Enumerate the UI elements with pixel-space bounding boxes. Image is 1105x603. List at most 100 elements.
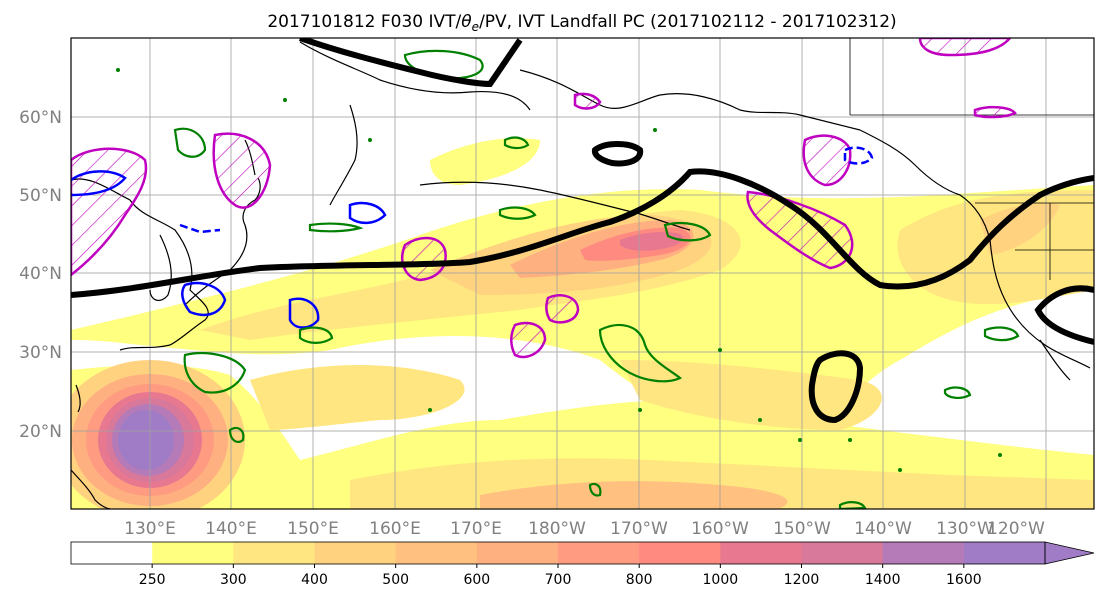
- thetae-12: [228, 426, 245, 444]
- coast-baja: [1039, 339, 1071, 381]
- pv-gulf-1: [746, 190, 854, 270]
- coast-aleutians: [419, 181, 691, 231]
- pc-loop-east: [1034, 285, 1094, 345]
- pv-west-1: [71, 147, 148, 277]
- colorbar-tick-label: 1600: [946, 572, 982, 588]
- pc-loop-north: [591, 141, 644, 167]
- lat-label: 40°N: [19, 264, 62, 284]
- coast-kamchatka: [329, 104, 358, 206]
- thetae-8: [298, 326, 334, 344]
- pc-loop-south: [808, 350, 864, 424]
- lon-label: 160°E: [369, 519, 421, 539]
- map-title: 2017101812 F030 IVT/θe/PV, IVT Landfall …: [267, 12, 896, 34]
- ivt-north-streak: [430, 138, 540, 185]
- map-panel: [71, 38, 1094, 509]
- coast-canada-west: [859, 129, 991, 241]
- political-borders: [849, 38, 1094, 280]
- coast-taiwan: [75, 384, 81, 413]
- thetae-14: [588, 482, 602, 497]
- pv-north-1: [573, 92, 602, 110]
- colorbar-cell: [476, 542, 559, 564]
- pc-north-arc: [299, 38, 523, 88]
- colorbar-cell: [395, 542, 478, 564]
- thetae-9: [983, 326, 1020, 342]
- colorbar-cell: [71, 542, 153, 564]
- pv-west-2: [212, 132, 272, 209]
- pv-neg-2: [181, 281, 227, 317]
- thetae-2: [173, 127, 207, 158]
- coast-philippines: [71, 469, 111, 509]
- colorbar-extend-arrow: [1044, 541, 1095, 565]
- colorbar-cell: [558, 542, 640, 564]
- colorbar-tick-label: 1000: [703, 572, 739, 588]
- colorbar-cell: [801, 542, 884, 564]
- ivt-east-coast-2: [980, 203, 1060, 255]
- pv-neg-5: [179, 223, 221, 234]
- map-frame: [70, 37, 1095, 510]
- coast-korea: [149, 234, 172, 302]
- pv-neg-1: [71, 170, 127, 197]
- colorbar-tick-label: 600: [463, 572, 490, 588]
- pv-negative-contours: [71, 146, 874, 329]
- lon-label: 130°E: [124, 519, 176, 539]
- lat-label: 50°N: [19, 186, 62, 206]
- colorbar: 250 300 400 500 600 700 800 1000 1200 1400 1600: [70, 541, 1095, 588]
- colorbar-tick-label: 300: [220, 572, 247, 588]
- pc-main-line: [71, 168, 1094, 298]
- colorbar-tick-label: 700: [545, 572, 572, 588]
- colorbar-cell: [314, 542, 397, 564]
- colorbar-tick-label: 800: [626, 572, 653, 588]
- lon-label: 170°W: [610, 519, 668, 539]
- thetae-11: [503, 136, 530, 150]
- colorbar-cell: [639, 542, 721, 564]
- coast-usa-west: [989, 239, 1091, 369]
- colorbar-cells: [71, 542, 1046, 564]
- lon-label: 120°W: [987, 519, 1045, 539]
- pv-central-1: [401, 236, 447, 282]
- colorbar-tick-label: 250: [139, 572, 166, 588]
- thetae-4: [598, 323, 683, 383]
- colorbar-tick-label: 1400: [865, 572, 901, 588]
- coastlines: [71, 41, 1091, 509]
- thetae-6: [498, 206, 537, 220]
- thetae-5: [663, 221, 712, 242]
- pv-central-2: [545, 294, 580, 324]
- lon-label: 150°E: [287, 519, 339, 539]
- pv-north-3: [973, 105, 1017, 119]
- pv-contours: [71, 38, 1017, 359]
- colorbar-tick-label: 1200: [784, 572, 820, 588]
- thetae-1: [183, 352, 247, 394]
- lon-label: 180°W: [528, 519, 586, 539]
- colorbar-tick-label: 400: [301, 572, 328, 588]
- pv-alaska-1: [802, 134, 852, 187]
- colorbar-cell: [882, 542, 965, 564]
- lon-labels: 130°E 140°E 150°E 160°E 170°E 180°W 170°…: [124, 519, 1045, 539]
- lat-label: 20°N: [19, 422, 62, 442]
- lat-labels: 60°N 50°N 40°N 30°N 20°N: [19, 108, 62, 442]
- colorbar-cell: [152, 542, 234, 564]
- colorbar-tick-label: 500: [382, 572, 409, 588]
- lat-label: 60°N: [19, 108, 62, 128]
- ivt-tc-1600: [118, 410, 174, 470]
- colorbar-cell: [233, 542, 315, 564]
- thetae-13: [838, 501, 867, 509]
- lat-label: 30°N: [19, 343, 62, 363]
- lon-label: 160°W: [691, 519, 749, 539]
- lon-label: 140°E: [205, 519, 257, 539]
- coast-siberia-north: [299, 41, 531, 111]
- pv-north-2: [918, 38, 1012, 57]
- colorbar-ticks: 250 300 400 500 600 700 800 1000 1200 1400 1600: [139, 564, 982, 588]
- lon-label: 170°E: [450, 519, 502, 539]
- lon-label: 150°W: [773, 519, 831, 539]
- pv-neg-6: [843, 146, 874, 165]
- minor-features: [116, 68, 1002, 472]
- pv-neg-3: [288, 297, 320, 329]
- ivt-west-band: [250, 365, 465, 430]
- lon-label: 140°W: [854, 519, 912, 539]
- pv-central-3: [510, 321, 547, 359]
- colorbar-cell: [963, 542, 1046, 564]
- pc-contours: [71, 38, 1094, 424]
- thetae-10: [943, 386, 972, 399]
- thetae-7: [308, 222, 364, 233]
